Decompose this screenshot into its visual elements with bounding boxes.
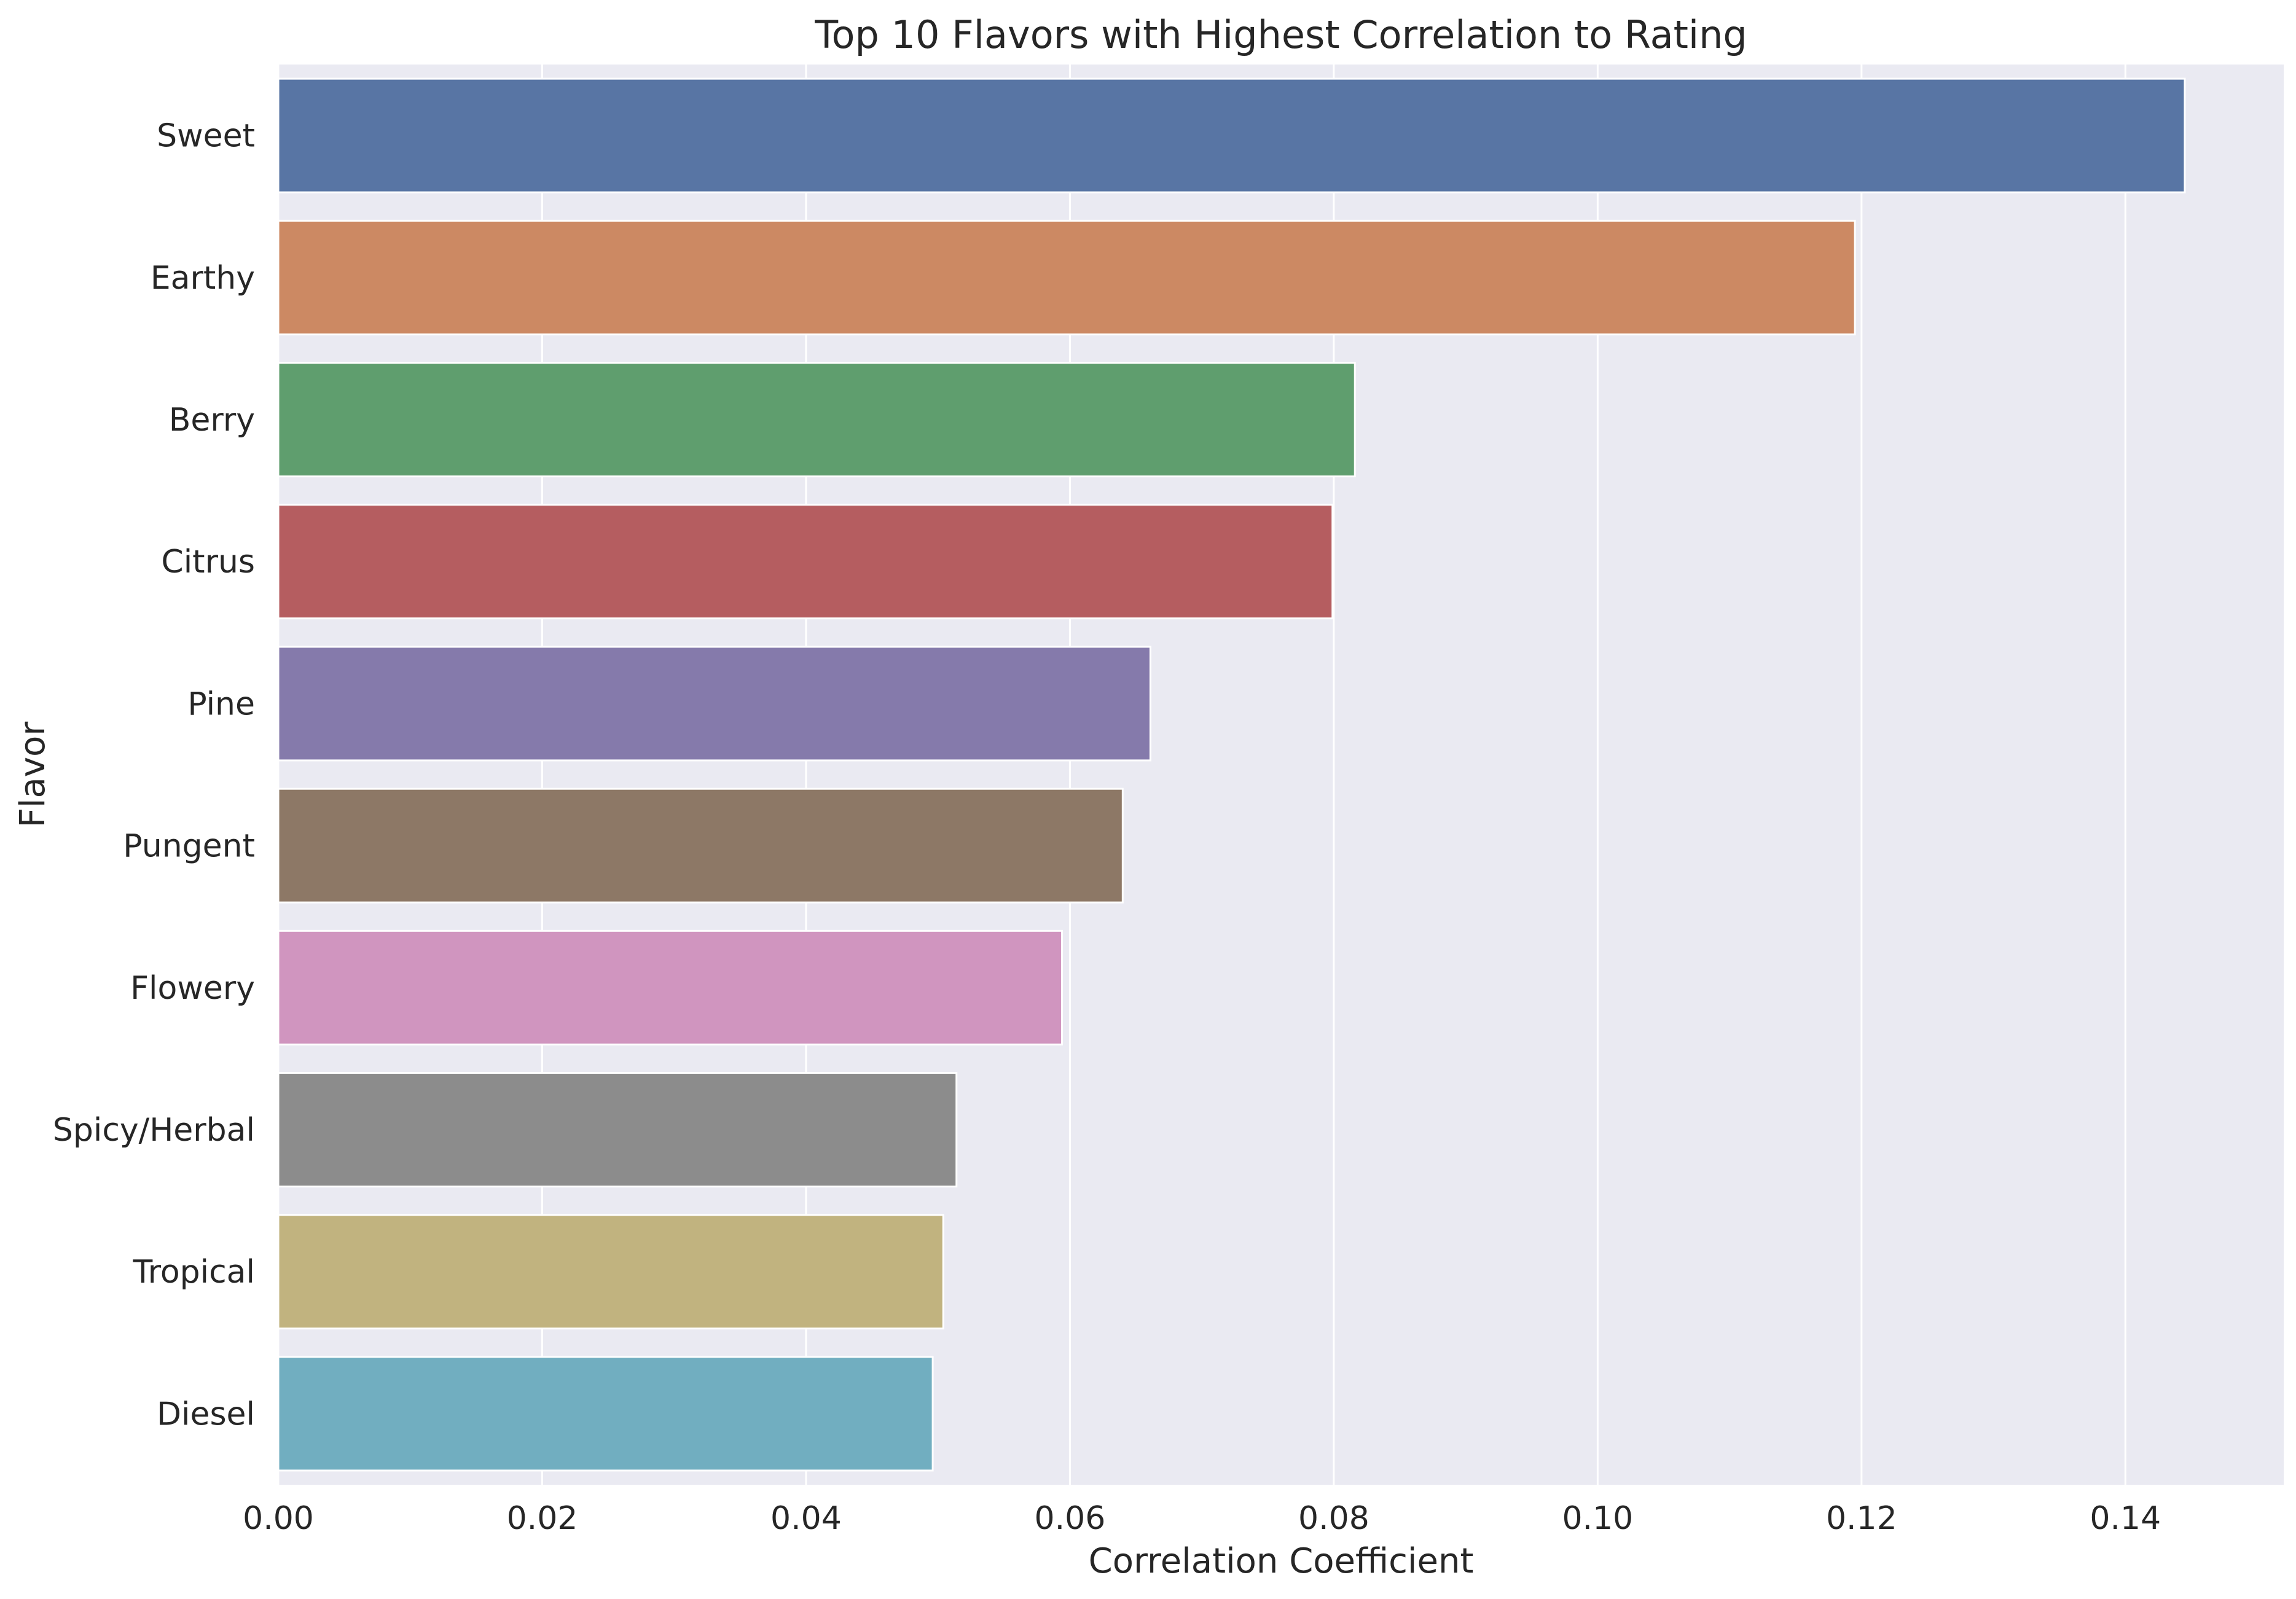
x-tick-label: 0.00	[243, 1500, 314, 1537]
y-tick-label: Spicy/Herbal	[53, 1112, 255, 1149]
x-tick-label: 0.08	[1298, 1500, 1369, 1537]
y-tick-label: Diesel	[157, 1396, 255, 1433]
chart-title: Top 10 Flavors with Highest Correlation …	[814, 12, 1747, 57]
x-tick-label: 0.10	[1562, 1500, 1633, 1537]
x-tick-label: 0.14	[2090, 1500, 2161, 1537]
x-tick-label: 0.12	[1826, 1500, 1897, 1537]
bar-sweet	[277, 77, 2186, 194]
bar-pungent	[277, 788, 1124, 904]
bar-berry	[277, 362, 1356, 477]
x-tick-labels: 0.00 0.02 0.04 0.06 0.08 0.10 0.12 0.14	[243, 1500, 2161, 1537]
y-axis-label: Flavor	[13, 721, 53, 827]
bar-tropical	[277, 1214, 944, 1330]
bar-citrus	[277, 504, 1334, 620]
bar-diesel	[277, 1356, 934, 1472]
y-tick-label: Pine	[187, 686, 255, 722]
x-tick-label: 0.04	[770, 1500, 842, 1537]
y-tick-label: Sweet	[157, 118, 255, 155]
y-tick-label: Pungent	[123, 828, 255, 865]
y-tick-label: Flowery	[130, 970, 255, 1007]
y-tick-labels: Sweet Earthy Berry Citrus Pine Pungent Flowery…	[53, 118, 255, 1433]
bar-earthy	[277, 219, 1856, 335]
y-tick-label: Tropical	[132, 1254, 255, 1291]
bar-flowery	[277, 929, 1064, 1046]
y-tick-label: Berry	[169, 402, 255, 439]
bar-pine	[277, 646, 1151, 762]
bar-spicy-herbal	[277, 1072, 958, 1187]
y-tick-label: Citrus	[161, 544, 255, 581]
x-tick-label: 0.06	[1035, 1500, 1106, 1537]
bars	[277, 77, 2186, 1472]
x-axis-label: Correlation Coefficient	[1089, 1541, 1474, 1581]
x-tick-label: 0.02	[507, 1500, 578, 1537]
y-tick-label: Earthy	[151, 260, 255, 297]
